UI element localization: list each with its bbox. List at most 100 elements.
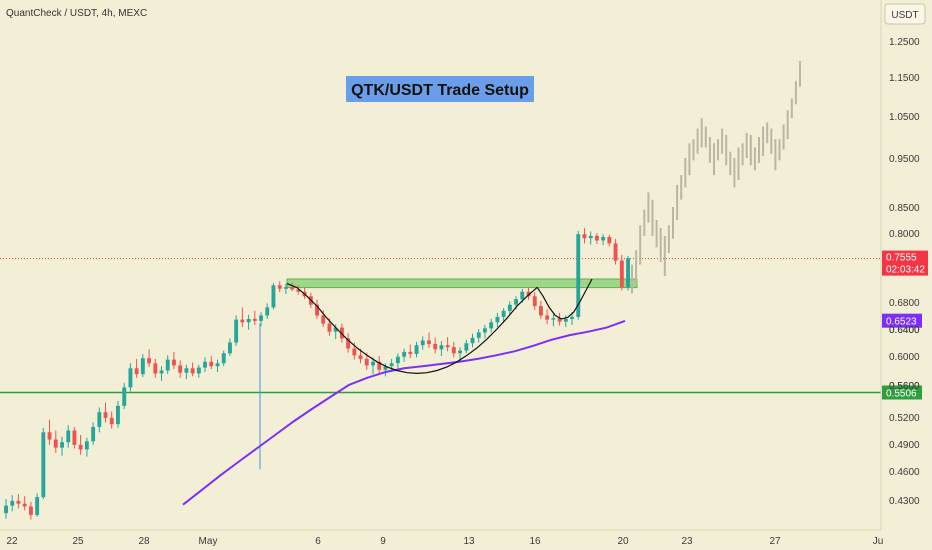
candle[interactable] bbox=[4, 499, 8, 519]
candle[interactable] bbox=[526, 287, 531, 300]
candle-body bbox=[539, 306, 543, 316]
candle[interactable] bbox=[246, 314, 251, 330]
candle[interactable] bbox=[539, 300, 543, 319]
candle[interactable] bbox=[402, 348, 407, 362]
candle[interactable] bbox=[588, 231, 593, 245]
candle[interactable] bbox=[290, 282, 295, 292]
candle[interactable] bbox=[190, 362, 195, 377]
candle[interactable] bbox=[532, 292, 537, 311]
candle[interactable] bbox=[551, 314, 556, 327]
candle[interactable] bbox=[626, 256, 630, 291]
candle-body bbox=[489, 322, 494, 329]
candle[interactable] bbox=[414, 341, 419, 358]
candle[interactable] bbox=[240, 307, 245, 327]
candle[interactable] bbox=[619, 254, 624, 291]
candle[interactable] bbox=[203, 357, 207, 372]
candle[interactable] bbox=[501, 308, 506, 322]
candle[interactable] bbox=[196, 364, 201, 378]
candle[interactable] bbox=[315, 299, 319, 319]
candle[interactable] bbox=[128, 363, 133, 392]
candle[interactable] bbox=[296, 285, 301, 295]
candle[interactable] bbox=[10, 495, 15, 512]
candle[interactable] bbox=[545, 309, 550, 325]
price-axis[interactable]: 1.2500 1.1500 1.0500 0.9500 0.8500 0.8000 0.68… bbox=[880, 0, 920, 530]
candle[interactable] bbox=[464, 339, 469, 354]
current-price-value: 0.7555 bbox=[886, 253, 917, 264]
candle[interactable] bbox=[78, 435, 83, 455]
candle[interactable] bbox=[595, 233, 599, 244]
candle[interactable] bbox=[433, 337, 438, 354]
candle[interactable] bbox=[476, 329, 481, 343]
candle[interactable] bbox=[72, 426, 77, 449]
candle[interactable] bbox=[122, 382, 127, 409]
candle[interactable] bbox=[29, 501, 33, 520]
candle[interactable] bbox=[489, 318, 494, 333]
candle[interactable] bbox=[41, 427, 46, 499]
candle[interactable] bbox=[607, 234, 612, 247]
candle[interactable] bbox=[97, 407, 102, 433]
currency-button[interactable]: USDT bbox=[884, 3, 926, 25]
candle[interactable] bbox=[221, 350, 226, 367]
candle[interactable] bbox=[483, 324, 487, 339]
candle[interactable] bbox=[259, 312, 263, 327]
candle[interactable] bbox=[470, 333, 475, 348]
candle[interactable] bbox=[16, 494, 21, 509]
candle[interactable] bbox=[172, 351, 176, 370]
candle[interactable] bbox=[140, 354, 145, 377]
candle[interactable] bbox=[91, 422, 96, 445]
candle[interactable] bbox=[228, 338, 232, 356]
support-tag: 0.5506 bbox=[882, 385, 922, 400]
candle[interactable] bbox=[613, 238, 618, 265]
candle[interactable] bbox=[178, 360, 183, 378]
candle[interactable] bbox=[165, 355, 170, 375]
candle[interactable] bbox=[66, 425, 71, 448]
candle[interactable] bbox=[35, 493, 40, 517]
candle[interactable] bbox=[134, 358, 139, 378]
candle[interactable] bbox=[377, 356, 382, 375]
candle[interactable] bbox=[116, 401, 120, 428]
currency-button-frame[interactable] bbox=[884, 3, 926, 25]
candle[interactable] bbox=[252, 310, 257, 325]
candle[interactable] bbox=[557, 312, 562, 326]
candle[interactable] bbox=[184, 364, 189, 380]
candle[interactable] bbox=[234, 315, 239, 346]
x-tick-label: 22 bbox=[6, 536, 18, 547]
candle[interactable] bbox=[408, 344, 413, 359]
candle[interactable] bbox=[458, 347, 462, 362]
candle[interactable] bbox=[159, 366, 164, 381]
candle-body bbox=[66, 430, 71, 443]
candle[interactable] bbox=[271, 283, 276, 310]
candle[interactable] bbox=[445, 337, 450, 352]
candle[interactable] bbox=[47, 419, 52, 445]
candle[interactable] bbox=[495, 312, 500, 327]
candle-body bbox=[134, 368, 139, 375]
candle[interactable] bbox=[420, 336, 425, 350]
candle[interactable] bbox=[84, 437, 89, 457]
candles-group[interactable] bbox=[4, 228, 630, 520]
candle[interactable] bbox=[451, 341, 456, 358]
candle[interactable] bbox=[439, 341, 444, 356]
candle[interactable] bbox=[277, 281, 282, 293]
candle[interactable] bbox=[507, 301, 512, 315]
candle[interactable] bbox=[109, 411, 114, 429]
candle[interactable] bbox=[60, 436, 64, 456]
candle[interactable] bbox=[582, 228, 587, 244]
candle[interactable] bbox=[340, 323, 344, 343]
candle[interactable] bbox=[395, 353, 400, 369]
candle[interactable] bbox=[284, 283, 288, 294]
candle[interactable] bbox=[209, 356, 214, 370]
candle[interactable] bbox=[103, 402, 108, 423]
candle[interactable] bbox=[53, 430, 58, 454]
candle[interactable] bbox=[601, 234, 606, 246]
candle[interactable] bbox=[427, 332, 431, 348]
candle[interactable] bbox=[147, 349, 151, 367]
candle[interactable] bbox=[346, 333, 351, 353]
candle[interactable] bbox=[265, 303, 270, 319]
time-axis[interactable]: 22 25 28 May 6 9 13 16 20 23 27 Ju bbox=[0, 529, 883, 547]
candle-body bbox=[507, 304, 512, 311]
candle[interactable] bbox=[153, 358, 158, 378]
candle[interactable] bbox=[371, 357, 375, 375]
candle[interactable] bbox=[215, 359, 220, 372]
candle[interactable] bbox=[22, 496, 27, 511]
